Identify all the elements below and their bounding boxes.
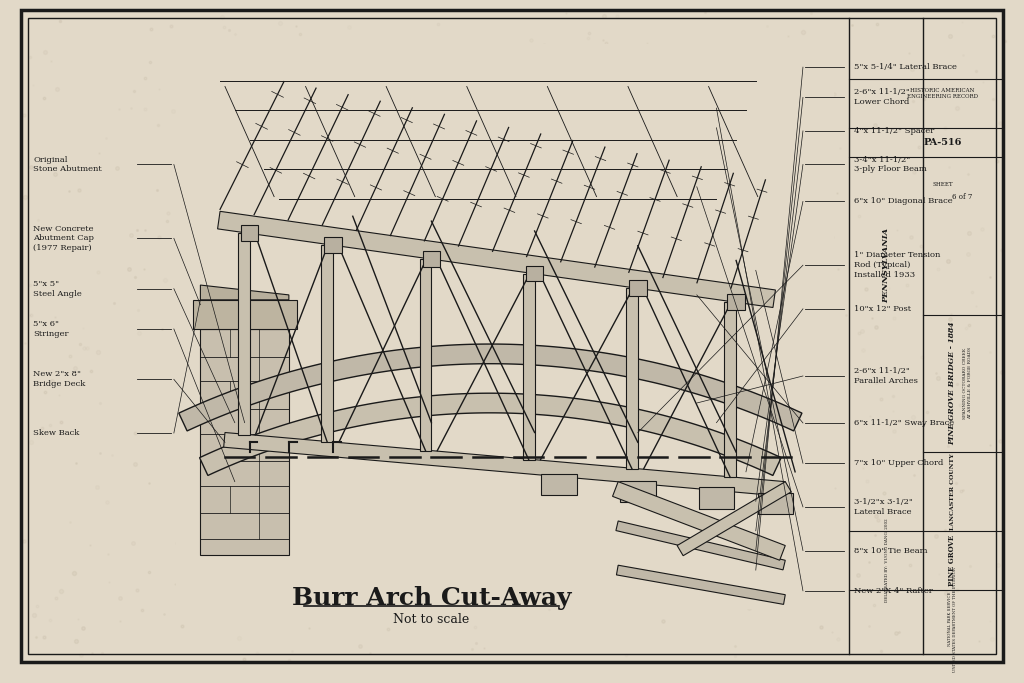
Text: Burr Arch Cut-Away: Burr Arch Cut-Away bbox=[292, 585, 571, 610]
Polygon shape bbox=[523, 274, 535, 460]
Text: 3-1/2"x 3-1/2"
Lateral Brace: 3-1/2"x 3-1/2" Lateral Brace bbox=[854, 498, 913, 516]
Text: 4"x 11-1/2" Spacer: 4"x 11-1/2" Spacer bbox=[854, 127, 934, 135]
Text: 8"x 10" Tie Beam: 8"x 10" Tie Beam bbox=[854, 546, 928, 555]
Text: PA-516: PA-516 bbox=[924, 138, 962, 147]
Text: NATIONAL PARK SERVICE
UNITED STATES DEPARTMENT OF THE INTERIOR: NATIONAL PARK SERVICE UNITED STATES DEPA… bbox=[948, 567, 956, 671]
Text: 5"x 5"
Steel Angle: 5"x 5" Steel Angle bbox=[34, 280, 82, 298]
Bar bbox=[727, 294, 745, 310]
Polygon shape bbox=[322, 245, 333, 442]
Polygon shape bbox=[542, 473, 577, 495]
Polygon shape bbox=[217, 211, 775, 307]
Polygon shape bbox=[238, 233, 250, 434]
Bar bbox=[525, 266, 544, 281]
Text: 6 of 7: 6 of 7 bbox=[952, 193, 973, 201]
Polygon shape bbox=[677, 482, 792, 556]
Text: New 2"x 8"
Bridge Deck: New 2"x 8" Bridge Deck bbox=[34, 370, 86, 388]
Polygon shape bbox=[626, 288, 638, 469]
Text: PENNSYLVANIA: PENNSYLVANIA bbox=[883, 228, 891, 303]
Text: New 2"X 4" Rafter: New 2"X 4" Rafter bbox=[854, 587, 933, 595]
Text: 6"x 11-1/2" Sway Brace: 6"x 11-1/2" Sway Brace bbox=[854, 419, 954, 427]
Polygon shape bbox=[616, 566, 785, 604]
Polygon shape bbox=[200, 393, 781, 475]
Text: LANCASTER COUNTY: LANCASTER COUNTY bbox=[950, 454, 954, 530]
Bar bbox=[629, 280, 647, 296]
Text: 3-4"x 11-1/2"
3-ply Floor Beam: 3-4"x 11-1/2" 3-ply Floor Beam bbox=[854, 156, 927, 173]
Text: 10"x 12" Post: 10"x 12" Post bbox=[854, 305, 911, 313]
Polygon shape bbox=[179, 344, 802, 431]
Text: HISTORIC AMERICAN
ENGINEERING RECORD: HISTORIC AMERICAN ENGINEERING RECORD bbox=[907, 87, 978, 99]
Text: 5"x 6"
Stringer: 5"x 6" Stringer bbox=[34, 320, 69, 338]
Polygon shape bbox=[621, 481, 655, 502]
Text: 6"x 10" Diagonal Brace: 6"x 10" Diagonal Brace bbox=[854, 197, 952, 206]
Text: Original
Stone Abutment: Original Stone Abutment bbox=[34, 156, 102, 173]
Polygon shape bbox=[201, 285, 289, 300]
Polygon shape bbox=[612, 482, 785, 560]
Bar bbox=[176, 44, 835, 609]
Text: PINE GROVE: PINE GROVE bbox=[948, 535, 956, 586]
Polygon shape bbox=[223, 432, 785, 497]
Polygon shape bbox=[698, 488, 734, 509]
Polygon shape bbox=[615, 521, 785, 570]
Bar bbox=[193, 300, 297, 329]
Text: New Concrete
Abutment Cap
(1977 Repair): New Concrete Abutment Cap (1977 Repair) bbox=[34, 225, 94, 252]
Bar bbox=[201, 329, 289, 555]
Text: SPANNING OCTORARO CREEK
AT ASHVILLE & FORGE ROADS: SPANNING OCTORARO CREEK AT ASHVILLE & FO… bbox=[963, 347, 972, 419]
Polygon shape bbox=[758, 492, 794, 514]
Text: 2-6"x 11-1/2"
Lower Chord: 2-6"x 11-1/2" Lower Chord bbox=[854, 89, 910, 107]
Text: PINE GROVE BRIDGE - 1884: PINE GROVE BRIDGE - 1884 bbox=[948, 322, 956, 445]
Text: Skew Back: Skew Back bbox=[34, 429, 80, 437]
Text: SHEET: SHEET bbox=[932, 182, 953, 187]
Text: 7"x 10" Upper Chord: 7"x 10" Upper Chord bbox=[854, 459, 943, 467]
Polygon shape bbox=[724, 302, 736, 477]
Bar bbox=[325, 237, 342, 253]
Bar bbox=[423, 251, 440, 267]
Text: 5"x 5-1/4" Lateral Brace: 5"x 5-1/4" Lateral Brace bbox=[854, 63, 957, 71]
Bar bbox=[241, 225, 258, 241]
Polygon shape bbox=[420, 259, 431, 451]
Text: 2-6"x 11-1/2"
Parallel Arches: 2-6"x 11-1/2" Parallel Arches bbox=[854, 367, 918, 385]
Text: Not to scale: Not to scale bbox=[393, 613, 470, 626]
Text: 1" Diameter Tension
Rod (Typical)
Installed 1933: 1" Diameter Tension Rod (Typical) Instal… bbox=[854, 251, 940, 279]
Text: DELINEATED BY:  VUONG DANG, 2002: DELINEATED BY: VUONG DANG, 2002 bbox=[885, 518, 889, 602]
